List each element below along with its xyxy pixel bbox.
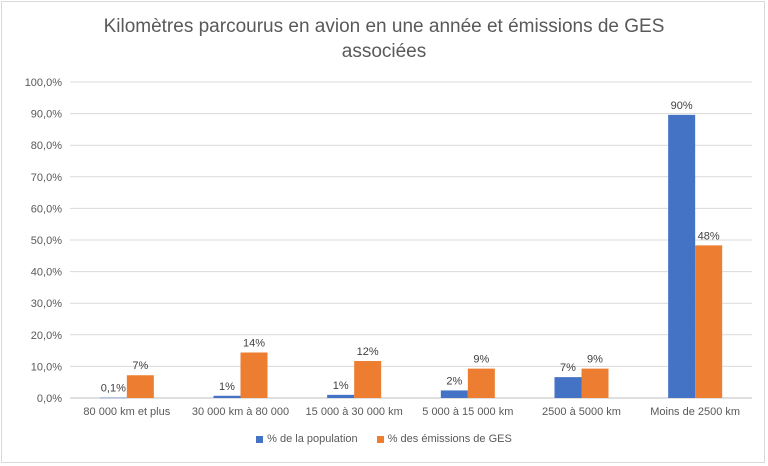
data-label-emissions: 9% bbox=[473, 354, 489, 366]
bar-population bbox=[554, 377, 582, 398]
x-category-label: Moins de 2500 km bbox=[650, 406, 740, 418]
y-tick-label: 90,0% bbox=[31, 109, 62, 121]
bar-population bbox=[99, 397, 127, 399]
x-category-label: 15 000 à 30 000 km bbox=[306, 406, 403, 418]
y-tick-label: 80,0% bbox=[31, 140, 62, 152]
legend-swatch-population bbox=[256, 435, 264, 443]
gridlines bbox=[70, 81, 752, 399]
y-tick-label: 40,0% bbox=[31, 267, 62, 279]
bar-emissions bbox=[467, 368, 495, 398]
data-label-emissions: 7% bbox=[132, 360, 148, 372]
bar-emissions bbox=[354, 361, 382, 398]
data-label-population: 0,1% bbox=[101, 383, 126, 395]
data-label-emissions: 14% bbox=[243, 337, 265, 349]
data-label-emissions: 9% bbox=[587, 354, 603, 366]
data-label-emissions: 12% bbox=[357, 346, 379, 358]
data-label-population: 2% bbox=[446, 375, 462, 387]
legend-item-population: % de la population bbox=[256, 433, 358, 445]
bar-emissions bbox=[695, 245, 723, 398]
x-category-label: 5 000 à 15 000 km bbox=[422, 406, 513, 418]
bar-emissions bbox=[126, 375, 154, 398]
bars bbox=[99, 114, 723, 399]
y-tick-label: 30,0% bbox=[31, 298, 62, 310]
y-tick-label: 20,0% bbox=[31, 330, 62, 342]
bar-emissions bbox=[240, 352, 268, 398]
legend: % de la population % des émissions de GE… bbox=[0, 433, 768, 445]
data-labels: 0,1% 7% 1% 14% 1% 12% 2% 9% 7% 9% 90% 48% bbox=[101, 100, 720, 395]
chart-title: Kilomètres parcourus en avion en une ann… bbox=[103, 16, 665, 62]
data-label-population: 7% bbox=[560, 362, 576, 374]
x-category-label: 80 000 km et plus bbox=[83, 406, 170, 418]
y-tick-label: 70,0% bbox=[31, 172, 62, 184]
bar-population bbox=[440, 390, 468, 398]
y-tick-label: 50,0% bbox=[31, 235, 62, 247]
data-label-population: 1% bbox=[219, 381, 235, 393]
y-tick-label: 100,0% bbox=[25, 77, 63, 89]
bar-population bbox=[213, 395, 241, 398]
x-category-label: 2500 à 5000 km bbox=[542, 406, 621, 418]
legend-label-emissions: % des émissions de GES bbox=[387, 433, 512, 445]
bar-emissions bbox=[581, 368, 609, 398]
y-tick-label: 0,0% bbox=[37, 393, 62, 405]
x-category-label: 30 000 km à 80 000 bbox=[192, 406, 289, 418]
y-axis-tick-labels: 0,0% 10,0% 20,0% 30,0% 40,0% 50,0% 60,0% 70,0% 8… bbox=[25, 77, 63, 405]
legend-label-population: % de la population bbox=[267, 433, 358, 445]
bar-population bbox=[327, 394, 355, 398]
y-tick-label: 60,0% bbox=[31, 203, 62, 215]
legend-swatch-emissions bbox=[376, 435, 384, 443]
y-tick-label: 10,0% bbox=[31, 361, 62, 373]
x-axis-category-labels: 80 000 km et plus 30 000 km à 80 000 15 00… bbox=[83, 406, 740, 418]
legend-item-emissions: % des émissions de GES bbox=[376, 433, 512, 445]
data-label-population: 90% bbox=[671, 100, 693, 112]
bar-population bbox=[668, 114, 696, 398]
data-label-population: 1% bbox=[333, 380, 349, 392]
data-label-emissions: 48% bbox=[698, 230, 720, 242]
